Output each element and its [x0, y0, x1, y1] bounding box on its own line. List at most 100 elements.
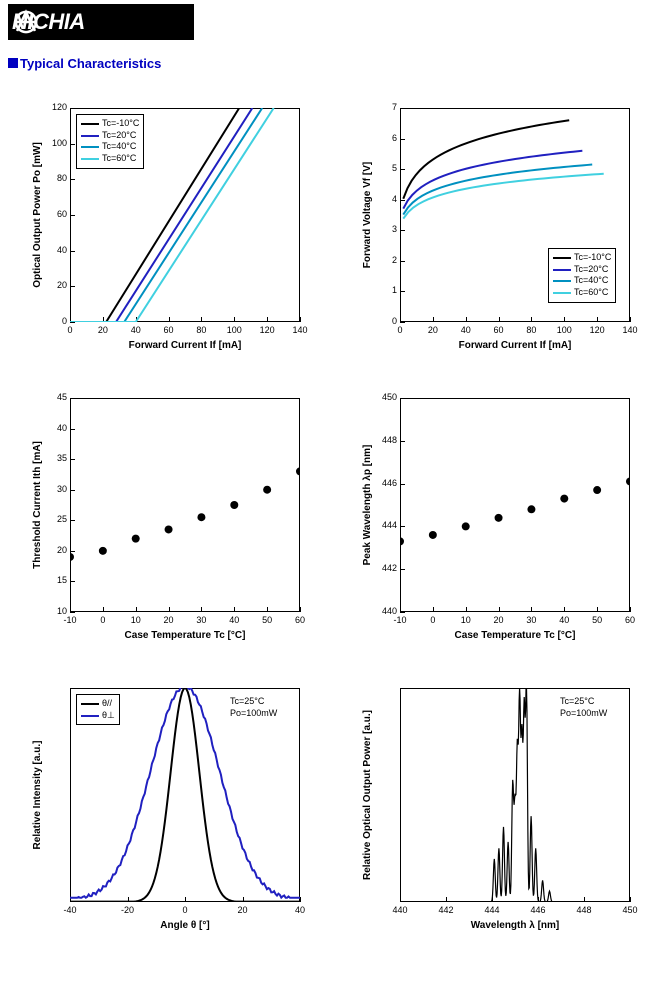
logo-mark-icon — [12, 8, 40, 36]
y-axis-label: Relative Optical Output Power [a.u.] — [362, 688, 373, 902]
legend-label: Tc=40°C — [102, 141, 136, 153]
x-tick: 60 — [620, 615, 640, 625]
legend-item: θ// — [81, 698, 115, 710]
y-tick: 20 — [42, 280, 67, 290]
legend-item: Tc=20°C — [553, 264, 611, 276]
y-tick-mark — [70, 612, 75, 613]
legend-item: Tc=-10°C — [81, 118, 139, 130]
legend: θ//θ⊥ — [76, 694, 120, 725]
x-tick-mark — [300, 317, 301, 322]
x-tick: 120 — [257, 325, 277, 335]
x-tick: 40 — [554, 615, 574, 625]
x-tick: 50 — [257, 615, 277, 625]
nichia-logo: NICHIA — [8, 4, 194, 40]
y-axis-label: Relative Intensity [a.u.] — [32, 688, 43, 902]
legend-swatch — [81, 135, 99, 137]
x-tick: 0 — [175, 905, 195, 915]
x-tick: 60 — [489, 325, 509, 335]
y-axis-label: Optical Output Power Po [mW] — [32, 108, 43, 322]
legend-label: Tc=-10°C — [102, 118, 139, 130]
legend-swatch — [553, 280, 571, 282]
legend-label: Tc=20°C — [574, 264, 608, 276]
x-tick: 60 — [159, 325, 179, 335]
legend-item: Tc=20°C — [81, 130, 139, 142]
x-tick: 20 — [159, 615, 179, 625]
x-axis-label: Forward Current If [mA] — [400, 340, 630, 351]
x-tick: 20 — [233, 905, 253, 915]
legend-swatch — [81, 158, 99, 160]
y-tick: 5 — [372, 163, 397, 173]
y-tick: 25 — [42, 514, 67, 524]
legend-swatch — [81, 123, 99, 125]
y-tick: 100 — [42, 138, 67, 148]
x-tick: 442 — [436, 905, 456, 915]
y-tick: 4 — [372, 194, 397, 204]
legend-label: Tc=60°C — [102, 153, 136, 165]
y-tick: 0 — [42, 316, 67, 326]
x-tick: 40 — [290, 905, 310, 915]
y-tick-mark — [400, 322, 405, 323]
legend-item: Tc=60°C — [81, 153, 139, 165]
annotation: Tc=25°C — [560, 696, 594, 706]
y-axis-label: Forward Voltage Vf [V] — [362, 108, 373, 322]
legend-swatch — [553, 269, 571, 271]
y-tick: 450 — [372, 392, 397, 402]
y-tick: 45 — [42, 392, 67, 402]
plot-svg — [70, 398, 300, 612]
y-tick: 440 — [372, 606, 397, 616]
y-tick: 442 — [372, 563, 397, 573]
x-tick: 40 — [126, 325, 146, 335]
x-axis-label: Angle θ [°] — [70, 920, 300, 931]
x-tick: 446 — [528, 905, 548, 915]
x-tick: 0 — [390, 325, 410, 335]
annotation: Tc=25°C — [230, 696, 264, 706]
chart-spectrum: 440442444446448450Wavelength λ [nm]Relat… — [348, 680, 638, 940]
y-tick: 40 — [42, 245, 67, 255]
y-tick: 60 — [42, 209, 67, 219]
chart-far-field: -40-2002040Angle θ [°]Relative Intensity… — [18, 680, 308, 940]
chart-forward-voltage: 02040608010012014001234567Forward Curren… — [348, 100, 638, 360]
x-tick-mark — [300, 897, 301, 902]
x-axis-label: Case Temperature Tc [°C] — [70, 630, 300, 641]
x-tick-mark — [630, 897, 631, 902]
x-tick: 40 — [456, 325, 476, 335]
x-tick-mark — [630, 607, 631, 612]
legend-swatch — [81, 703, 99, 705]
x-tick: 50 — [587, 615, 607, 625]
annotation: Po=100mW — [230, 708, 277, 718]
y-tick: 2 — [372, 255, 397, 265]
x-tick: 100 — [554, 325, 574, 335]
y-tick: 3 — [372, 224, 397, 234]
legend-label: θ// — [102, 698, 112, 710]
x-tick: -10 — [60, 615, 80, 625]
x-tick: 444 — [482, 905, 502, 915]
y-tick: 35 — [42, 453, 67, 463]
x-tick: 450 — [620, 905, 640, 915]
y-tick: 10 — [42, 606, 67, 616]
chart-threshold-current: -1001020304050601015202530354045Case Tem… — [18, 390, 308, 650]
x-tick: 20 — [93, 325, 113, 335]
x-tick: 0 — [60, 325, 80, 335]
legend-swatch — [81, 715, 99, 717]
x-tick: 40 — [224, 615, 244, 625]
y-tick-mark — [70, 322, 75, 323]
chart-optical-power: 020406080100120140020406080100120Forward… — [18, 100, 308, 360]
x-tick: 80 — [521, 325, 541, 335]
x-tick: -10 — [390, 615, 410, 625]
annotation: Po=100mW — [560, 708, 607, 718]
x-tick-mark — [630, 317, 631, 322]
x-tick: 140 — [290, 325, 310, 335]
y-tick: 40 — [42, 423, 67, 433]
y-tick: 0 — [372, 316, 397, 326]
x-tick: 20 — [489, 615, 509, 625]
x-axis-label: Case Temperature Tc [°C] — [400, 630, 630, 641]
legend: Tc=-10°CTc=20°CTc=40°CTc=60°C — [76, 114, 144, 169]
x-tick: 10 — [456, 615, 476, 625]
legend-item: Tc=60°C — [553, 287, 611, 299]
y-tick: 444 — [372, 520, 397, 530]
x-tick: 10 — [126, 615, 146, 625]
y-tick: 120 — [42, 102, 67, 112]
legend-item: θ⊥ — [81, 710, 115, 722]
legend-item: Tc=40°C — [81, 141, 139, 153]
x-tick: 80 — [191, 325, 211, 335]
